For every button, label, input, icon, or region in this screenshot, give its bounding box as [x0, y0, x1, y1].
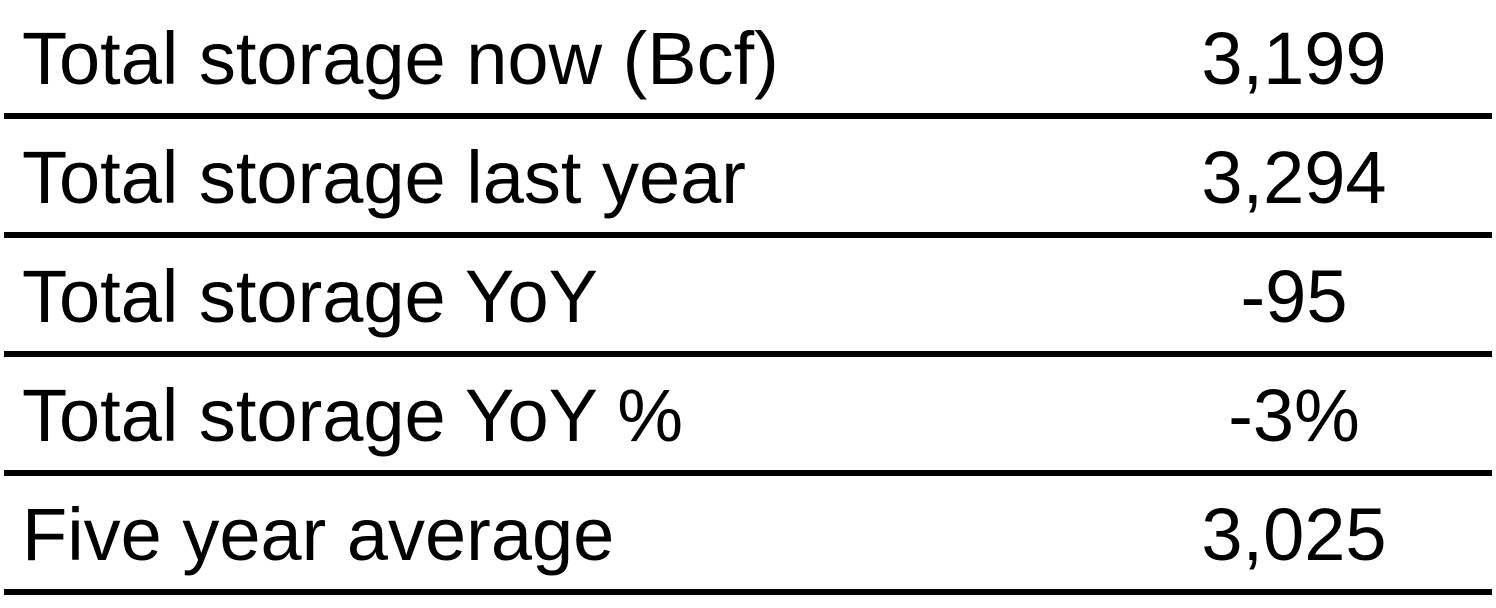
row-value: -3%: [1228, 374, 1360, 457]
row-label: Total storage now (Bcf): [22, 17, 779, 100]
table-row: Total storage YoY -95: [4, 238, 1492, 357]
table-row: Total storage last year 3,294: [4, 119, 1492, 238]
row-label: Total storage last year: [22, 136, 746, 219]
table-row: Total storage YoY % -3%: [4, 357, 1492, 476]
table-row: Total storage now (Bcf) 3,199: [4, 0, 1492, 119]
storage-summary-table: Total storage now (Bcf) 3,199 Total stor…: [4, 0, 1492, 595]
row-label: Five year average: [22, 493, 615, 576]
row-value: 3,199: [1201, 17, 1387, 100]
row-label: Total storage YoY: [22, 255, 598, 338]
table-row: Five year average 3,025: [4, 476, 1492, 595]
row-value: 3,025: [1201, 493, 1387, 576]
row-label: Total storage YoY %: [22, 374, 684, 457]
row-value: 3,294: [1201, 136, 1387, 219]
row-value: -95: [1240, 255, 1348, 338]
